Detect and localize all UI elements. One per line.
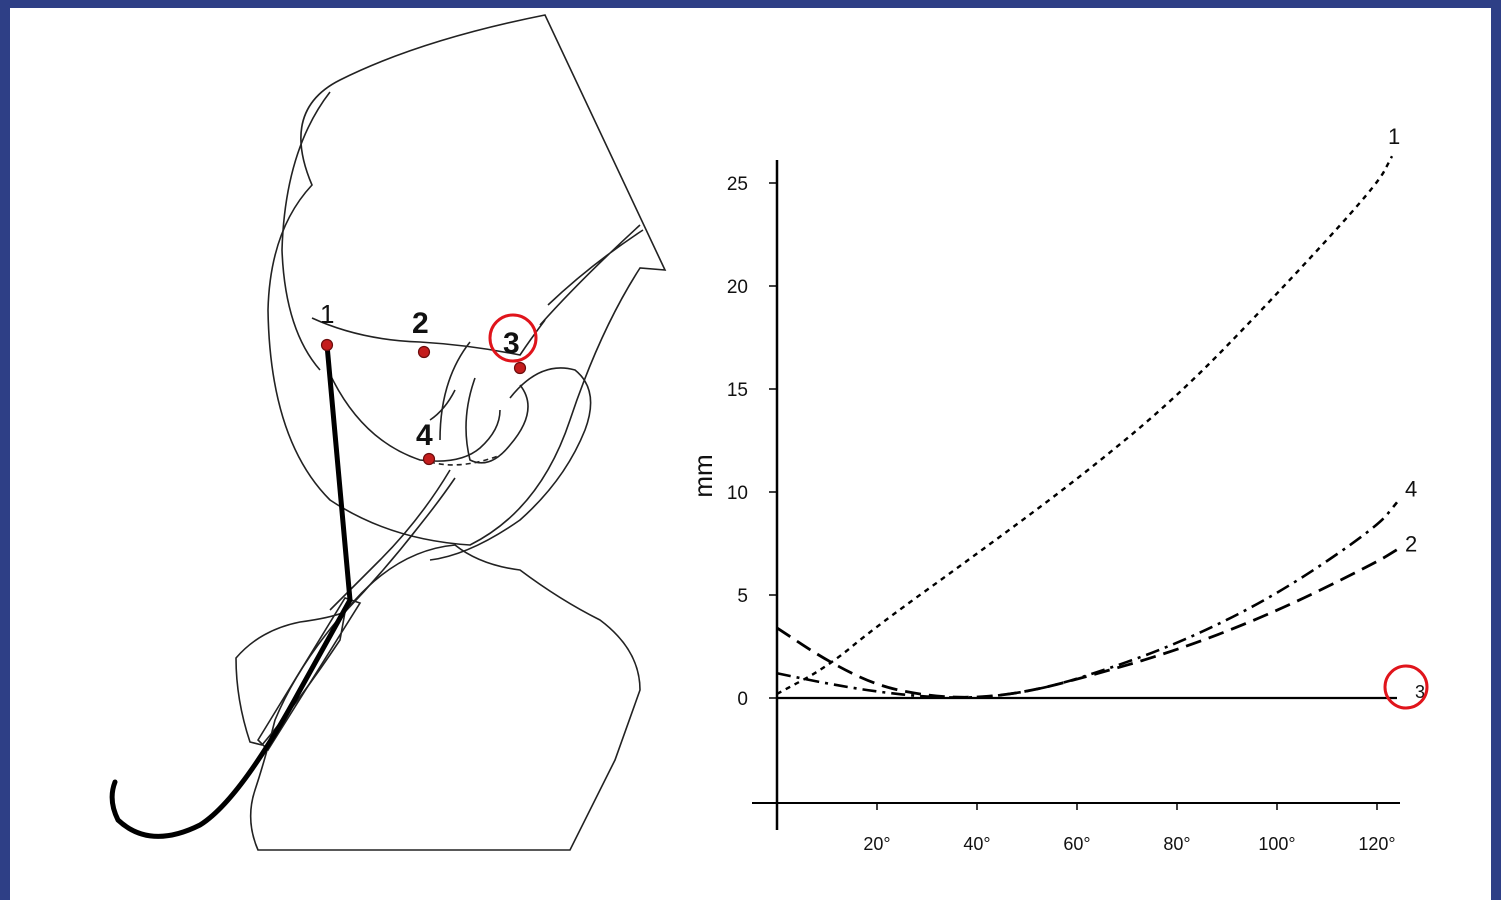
knee-diagram: 1 2 3 4	[109, 14, 667, 851]
series-label-1: 1	[1388, 124, 1400, 149]
y-tick-label: 10	[727, 483, 748, 504]
y-tick-label: 20	[727, 277, 748, 298]
left-border	[0, 0, 10, 900]
chart: 0 5 10 15 20 25 20° 40° 60° 80° 100° 120° mm 1 4 2 3	[688, 124, 1429, 854]
series-line-4	[776, 501, 1399, 699]
x-tick-label: 60°	[1063, 834, 1090, 854]
inner-curve-2	[429, 389, 456, 421]
x-tick-label: 80°	[1163, 834, 1190, 854]
series-line-2	[776, 548, 1398, 699]
top-border	[0, 0, 1501, 8]
femur-inner-line	[281, 91, 331, 371]
series-labels: 1 4 2 3	[1388, 124, 1425, 702]
tibia-outline	[249, 544, 641, 851]
series-lines	[776, 155, 1399, 700]
y-tick-label: 0	[737, 689, 748, 710]
y-axis-label: mm	[688, 454, 718, 497]
intercondylar-curve	[327, 369, 501, 462]
slide-background	[10, 8, 1491, 900]
point-4-label: 4	[416, 419, 433, 452]
series-label-3: 3	[1415, 682, 1425, 702]
y-ticks: 0 5 10 15 20 25	[727, 174, 777, 710]
point-2-label: 2	[412, 307, 429, 340]
y-tick-label: 15	[727, 380, 748, 401]
point-2-marker	[417, 345, 431, 359]
series-label-4: 4	[1405, 476, 1417, 501]
point-4-marker	[422, 452, 436, 466]
femur-condyle-line	[311, 317, 546, 356]
highlight-circle-chart	[1383, 664, 1429, 710]
x-tick-label: 40°	[963, 834, 990, 854]
point-1-marker	[320, 338, 334, 352]
highlight-circle-diagram	[488, 313, 538, 363]
series-line-1	[776, 155, 1394, 695]
point-1-label: 1	[320, 299, 334, 329]
graft-line	[109, 342, 353, 839]
femur-groove-line	[539, 224, 644, 326]
x-tick-label: 20°	[863, 834, 890, 854]
femur-outline	[267, 14, 667, 546]
y-tick-label: 5	[737, 586, 748, 607]
point-3-marker	[513, 361, 527, 375]
lateral-condyle	[429, 367, 592, 561]
inner-curve-1	[439, 341, 471, 441]
x-ticks: 20° 40° 60° 80° 100° 120°	[863, 803, 1396, 854]
y-tick-label: 25	[727, 174, 748, 195]
right-border	[1491, 0, 1501, 900]
series-label-2: 2	[1405, 532, 1417, 557]
x-tick-label: 100°	[1258, 834, 1295, 854]
measurement-points	[320, 338, 527, 466]
fibula-outline	[235, 610, 347, 746]
patella-outline	[465, 377, 529, 464]
point-3-label: 3	[503, 327, 520, 360]
x-tick-label: 120°	[1358, 834, 1395, 854]
